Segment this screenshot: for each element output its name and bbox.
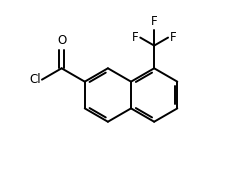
Text: F: F bbox=[150, 15, 157, 28]
Text: F: F bbox=[131, 31, 138, 44]
Text: O: O bbox=[57, 34, 66, 48]
Text: F: F bbox=[169, 31, 176, 44]
Text: Cl: Cl bbox=[29, 73, 41, 86]
